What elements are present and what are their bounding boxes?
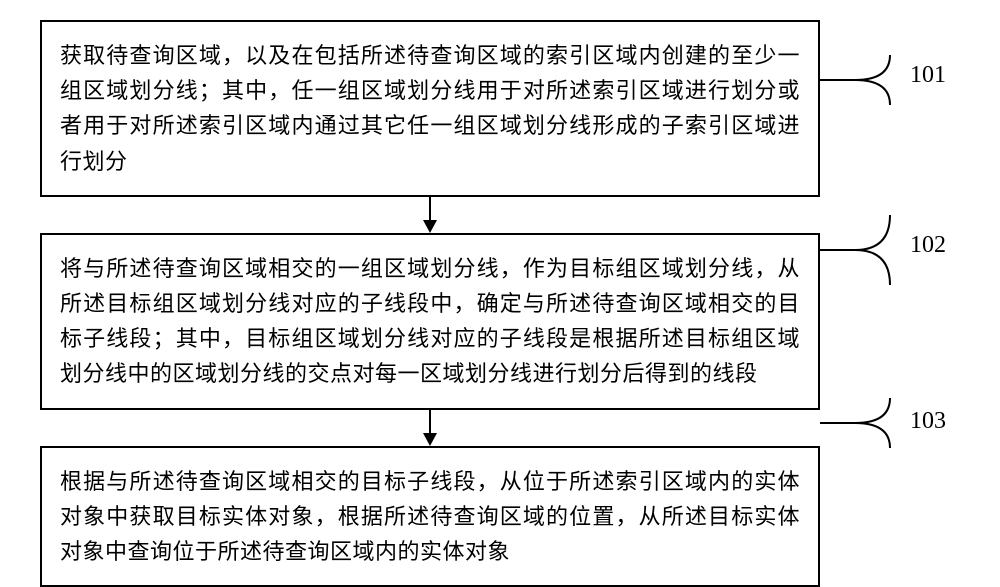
step-box-1: 获取待查询区域，以及在包括所述待查询区域的索引区域内创建的至少一组区域划分线；其…	[40, 20, 820, 197]
step-box-2: 将与所述待查询区域相交的一组区域划分线，作为目标组区域划分线，从所述目标组区域划…	[40, 233, 820, 410]
flowchart-container: 获取待查询区域，以及在包括所述待查询区域的索引区域内创建的至少一组区域划分线；其…	[0, 0, 1000, 510]
step-text-2: 将与所述待查询区域相交的一组区域划分线，作为目标组区域划分线，从所述目标组区域划…	[60, 251, 800, 392]
step-label-3: 103	[910, 408, 946, 435]
step-text-1: 获取待查询区域，以及在包括所述待查询区域的索引区域内创建的至少一组区域划分线；其…	[60, 38, 800, 179]
arrow-1-2	[40, 197, 820, 233]
step-label-1: 101	[910, 62, 946, 89]
arrow-down-icon	[415, 410, 445, 446]
arrow-down-icon	[415, 197, 445, 233]
step-box-3: 根据与所述待查询区域相交的目标子线段，从位于所述索引区域内的实体对象中获取目标实…	[40, 446, 820, 587]
step-label-2: 102	[910, 232, 946, 259]
step-text-3: 根据与所述待查询区域相交的目标子线段，从位于所述索引区域内的实体对象中获取目标实…	[60, 464, 800, 570]
arrow-2-3	[40, 410, 820, 446]
